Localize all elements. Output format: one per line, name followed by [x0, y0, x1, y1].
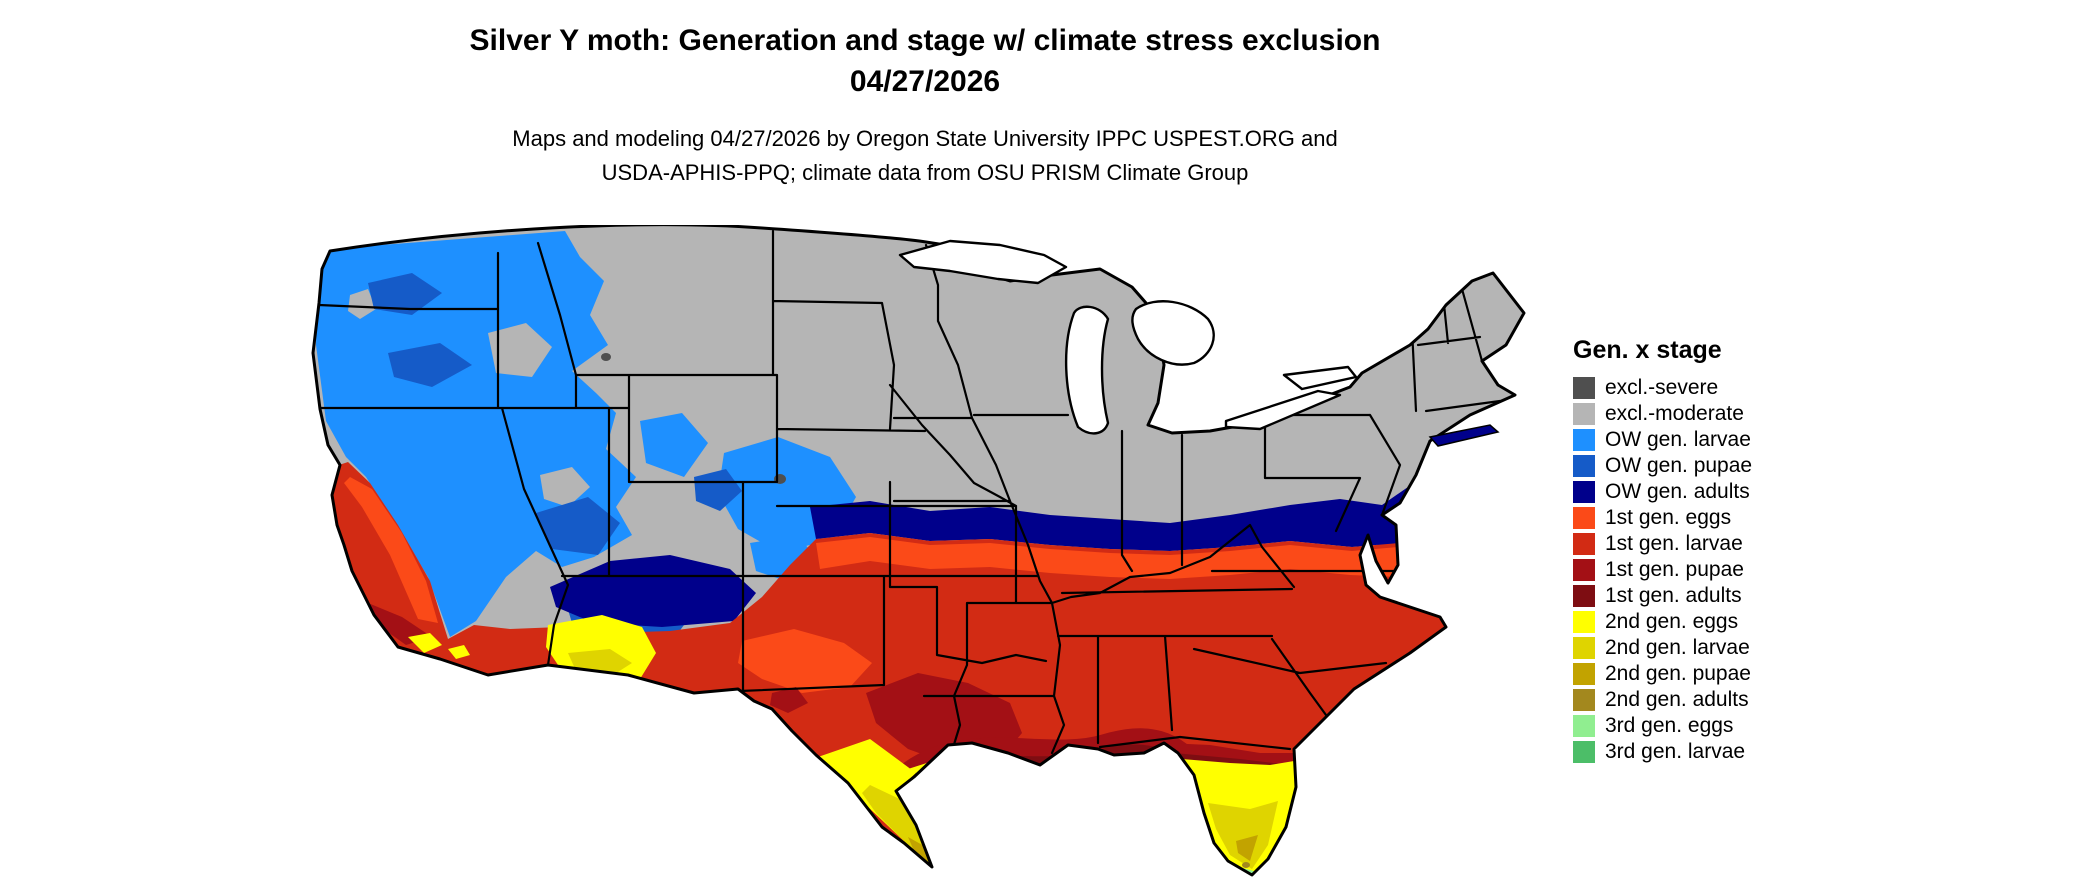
map-region-ow-pupae-oregon — [388, 343, 472, 387]
legend-item-label: 1st gen. larvae — [1605, 532, 1743, 555]
legend-swatch — [1573, 507, 1595, 529]
map-region-ow-adults-southwest — [550, 555, 756, 627]
legend-swatch — [1573, 715, 1595, 737]
legend-item: 3rd gen. eggs — [1573, 713, 1843, 739]
legend-item: 1st gen. adults — [1573, 583, 1843, 609]
legend-item: 2nd gen. adults — [1573, 687, 1843, 713]
legend-item-label: OW gen. pupae — [1605, 454, 1753, 477]
legend-swatch — [1573, 559, 1595, 581]
map-region-g1-pupae-s-california — [368, 603, 432, 645]
legend-item-label: OW gen. larvae — [1605, 428, 1751, 451]
legend-item: 1st gen. eggs — [1573, 505, 1843, 531]
lake-michigan — [1064, 305, 1110, 435]
legend-item-label: 2nd gen. eggs — [1605, 610, 1739, 633]
map-region-g3-larvae-florida-1 — [1209, 877, 1226, 884]
legend-swatch — [1573, 533, 1595, 555]
legend-swatch — [1573, 403, 1595, 425]
title-block: Silver Y moth: Generation and stage w/ c… — [0, 20, 1850, 102]
legend-items: excl.-severe excl.-moderate OW gen. larvae… — [1573, 375, 1843, 765]
legend-item: 2nd gen. eggs — [1573, 609, 1843, 635]
legend-item: OW gen. larvae — [1573, 427, 1843, 453]
us-map-svg — [311, 223, 1526, 886]
map-region-g2-adults-florida-dot — [1242, 862, 1250, 868]
legend-item-label: 1st gen. pupae — [1605, 558, 1744, 581]
legend-swatch — [1573, 481, 1595, 503]
legend-swatch — [1573, 429, 1595, 451]
legend-swatch — [1573, 663, 1595, 685]
legend-item: 1st gen. larvae — [1573, 531, 1843, 557]
legend-swatch — [1573, 637, 1595, 659]
legend-item: 3rd gen. larvae — [1573, 739, 1843, 765]
map-region-g1-eggs-west-texas — [738, 629, 872, 693]
long-island — [1428, 424, 1500, 447]
legend-item: excl.-moderate — [1573, 401, 1843, 427]
legend-item-label: OW gen. adults — [1605, 480, 1750, 503]
attribution-line-2: USDA-APHIS-PPQ; climate data from OSU PR… — [601, 160, 1249, 185]
legend-item: OW gen. adults — [1573, 479, 1843, 505]
legend-swatch — [1573, 689, 1595, 711]
map-region-excl-moderate-cascades — [348, 289, 376, 319]
legend-item-label: 2nd gen. larvae — [1605, 636, 1750, 659]
legend-title: Gen. x stage — [1573, 336, 1722, 364]
map-region-excl-severe-rockies-2 — [601, 353, 611, 361]
legend-swatch — [1573, 585, 1595, 607]
map-region-g1-pupae-w-texas-speck — [770, 687, 808, 713]
state-borders-path — [313, 229, 1502, 755]
legend-item: 2nd gen. larvae — [1573, 635, 1843, 661]
legend-swatch — [1573, 455, 1595, 477]
great-lakes — [898, 239, 1358, 435]
legend-item-label: excl.-severe — [1605, 376, 1719, 399]
map-region-g3-larvae-florida-2 — [1240, 879, 1254, 886]
legend-item-label: 1st gen. eggs — [1605, 506, 1732, 529]
map-region-g2-pupae-florida — [1236, 835, 1258, 861]
legend-item: 1st gen. pupae — [1573, 557, 1843, 583]
legend-swatch — [1573, 377, 1595, 399]
map-region-ow-pupae-nevada — [536, 497, 620, 555]
attribution-line-1: Maps and modeling 04/27/2026 by Oregon S… — [512, 126, 1338, 151]
page-title: Silver Y moth: Generation and stage w/ c… — [469, 24, 1381, 57]
map-region-g1-eggs-california-valley — [344, 477, 438, 623]
map-region-ow-pupae-e-washington — [368, 273, 442, 315]
legend-item-label: 3rd gen. larvae — [1605, 740, 1746, 763]
map-region-excl-moderate-nevada — [540, 467, 590, 507]
legend-swatch — [1573, 611, 1595, 633]
map-region-g2-larvae-florida — [1208, 801, 1278, 869]
state-borders — [313, 229, 1502, 755]
legend-swatch — [1573, 741, 1595, 763]
attribution-block: Maps and modeling 04/27/2026 by Oregon S… — [0, 122, 1850, 190]
map-region-g1-eggs-band — [816, 537, 1400, 579]
lake-superior — [898, 239, 1068, 285]
us-map — [310, 223, 1560, 890]
lake-erie — [1224, 389, 1342, 431]
legend-item-label: 1st gen. adults — [1605, 584, 1742, 607]
map-region-g2-pupae-s-texas-tip — [908, 837, 930, 863]
us-outline — [311, 223, 1526, 877]
lake-huron — [1131, 300, 1215, 366]
legend-item: 2nd gen. pupae — [1573, 661, 1843, 687]
legend-item: excl.-severe — [1573, 375, 1843, 401]
legend-item: OW gen. pupae — [1573, 453, 1843, 479]
map-region-ow-pupae-utah-colorado — [694, 469, 742, 511]
map-region-excl-moderate-idaho — [488, 323, 552, 377]
legend-item-label: 2nd gen. pupae — [1605, 662, 1751, 685]
map-region-g2-eggs-s-california-1 — [408, 633, 442, 653]
legend-item-label: 3rd gen. eggs — [1605, 714, 1734, 737]
map-region-ow-adults-central-band — [810, 487, 1416, 551]
page-title-date: 04/27/2026 — [849, 65, 1001, 98]
legend: Gen. x stage excl.-severe excl.-moderate O… — [1573, 336, 1843, 765]
lake-ontario — [1282, 365, 1358, 391]
legend-item-label: excl.-moderate — [1605, 402, 1744, 425]
map-region-g2-eggs-s-california-2 — [448, 645, 470, 659]
map-region-ow-larvae-utah — [640, 413, 708, 477]
legend-item-label: 2nd gen. adults — [1605, 688, 1749, 711]
